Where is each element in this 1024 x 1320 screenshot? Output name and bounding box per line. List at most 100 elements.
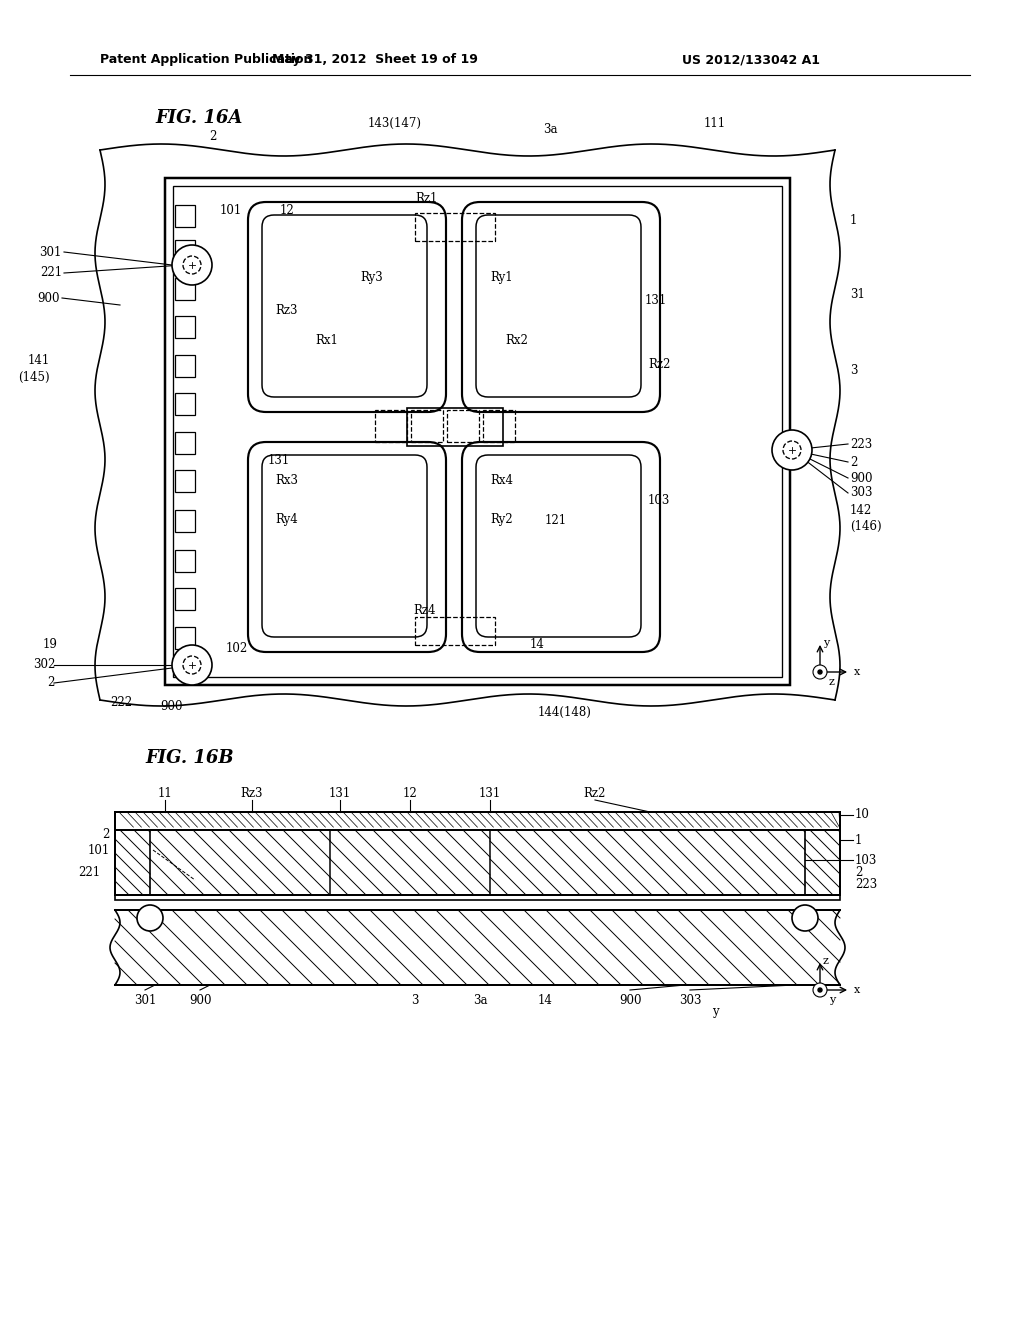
- Text: Ry1: Ry1: [490, 272, 513, 285]
- Text: (145): (145): [18, 371, 50, 384]
- Text: Rz3: Rz3: [241, 787, 263, 800]
- Text: FIG. 16A: FIG. 16A: [155, 110, 243, 127]
- Text: Rz3: Rz3: [275, 304, 298, 317]
- Text: 3: 3: [850, 363, 857, 376]
- Text: 900: 900: [850, 471, 872, 484]
- Text: Rz2: Rz2: [648, 359, 671, 371]
- Text: Ry3: Ry3: [360, 272, 383, 285]
- Text: 3a: 3a: [473, 994, 487, 1006]
- Bar: [407, 408, 503, 446]
- Text: 2: 2: [850, 455, 857, 469]
- Text: 19: 19: [43, 639, 58, 652]
- Text: 303: 303: [679, 994, 701, 1006]
- Bar: [175, 393, 195, 414]
- Text: 2: 2: [48, 676, 55, 689]
- Text: 131: 131: [329, 787, 351, 800]
- Text: 143(147): 143(147): [368, 117, 422, 129]
- Circle shape: [818, 987, 822, 993]
- Text: Rz1: Rz1: [415, 191, 437, 205]
- Circle shape: [813, 983, 827, 997]
- Text: 3a: 3a: [543, 123, 557, 136]
- Circle shape: [183, 656, 201, 675]
- Text: 31: 31: [850, 289, 865, 301]
- Text: 900: 900: [188, 994, 211, 1006]
- Bar: [175, 432, 195, 454]
- Circle shape: [172, 645, 212, 685]
- Bar: [175, 279, 195, 300]
- Text: Ry2: Ry2: [490, 513, 513, 527]
- Bar: [145, 906, 155, 913]
- Text: y: y: [829, 995, 836, 1005]
- Text: 12: 12: [402, 787, 418, 800]
- Circle shape: [772, 430, 812, 470]
- Text: (146): (146): [850, 520, 882, 532]
- Text: May 31, 2012  Sheet 19 of 19: May 31, 2012 Sheet 19 of 19: [272, 54, 478, 66]
- Bar: [175, 355, 195, 378]
- Bar: [175, 205, 195, 227]
- Bar: [415, 213, 495, 242]
- Circle shape: [172, 246, 212, 285]
- Text: 144(148): 144(148): [538, 706, 592, 719]
- Text: Rx3: Rx3: [275, 474, 298, 487]
- Bar: [800, 906, 810, 913]
- Text: Ry4: Ry4: [275, 513, 298, 527]
- Circle shape: [813, 665, 827, 678]
- Text: 14: 14: [538, 994, 552, 1006]
- Text: 222: 222: [110, 696, 132, 709]
- Bar: [483, 411, 515, 442]
- Text: Rx4: Rx4: [490, 474, 513, 487]
- Bar: [175, 510, 195, 532]
- Bar: [173, 186, 782, 677]
- Text: x: x: [854, 985, 860, 995]
- Text: z: z: [829, 677, 835, 686]
- Circle shape: [137, 906, 163, 931]
- Text: 11: 11: [158, 787, 172, 800]
- Text: 102: 102: [226, 642, 248, 655]
- Text: x: x: [854, 667, 860, 677]
- Text: y: y: [712, 1006, 718, 1019]
- Text: 2: 2: [855, 866, 862, 879]
- Bar: [175, 315, 195, 338]
- Circle shape: [783, 441, 801, 459]
- Bar: [447, 411, 479, 442]
- Text: 301: 301: [134, 994, 157, 1006]
- Text: 141: 141: [28, 354, 50, 367]
- Text: 111: 111: [703, 117, 726, 129]
- Bar: [415, 616, 495, 645]
- Bar: [175, 470, 195, 492]
- Bar: [115, 830, 840, 895]
- Text: 301: 301: [40, 246, 62, 259]
- Text: 900: 900: [160, 700, 182, 713]
- Bar: [411, 411, 443, 442]
- Bar: [175, 550, 195, 572]
- Circle shape: [818, 671, 822, 675]
- Text: Rz4: Rz4: [413, 603, 435, 616]
- Text: 10: 10: [855, 808, 869, 821]
- Text: y: y: [823, 638, 829, 648]
- Bar: [175, 587, 195, 610]
- Text: 1: 1: [855, 833, 862, 846]
- Text: US 2012/133042 A1: US 2012/133042 A1: [682, 54, 820, 66]
- Text: 221: 221: [78, 866, 100, 879]
- Text: 121: 121: [545, 513, 567, 527]
- Text: 101: 101: [88, 843, 110, 857]
- Text: Rx1: Rx1: [315, 334, 338, 346]
- Text: FIG. 16B: FIG. 16B: [145, 748, 233, 767]
- Text: 221: 221: [40, 267, 62, 280]
- Text: 1: 1: [850, 214, 857, 227]
- Text: 900: 900: [618, 994, 641, 1006]
- Circle shape: [183, 256, 201, 275]
- Text: 131: 131: [645, 293, 668, 306]
- Text: 14: 14: [530, 639, 545, 652]
- Bar: [115, 812, 840, 830]
- Text: 101: 101: [220, 203, 243, 216]
- Text: Rz2: Rz2: [584, 787, 606, 800]
- Text: 3: 3: [412, 994, 419, 1006]
- Text: Patent Application Publication: Patent Application Publication: [100, 54, 312, 66]
- Text: 303: 303: [850, 487, 872, 499]
- Text: Rx2: Rx2: [505, 334, 528, 346]
- Text: 103: 103: [855, 854, 878, 866]
- Text: 103: 103: [648, 494, 671, 507]
- Bar: [115, 895, 840, 900]
- Text: 131: 131: [479, 787, 501, 800]
